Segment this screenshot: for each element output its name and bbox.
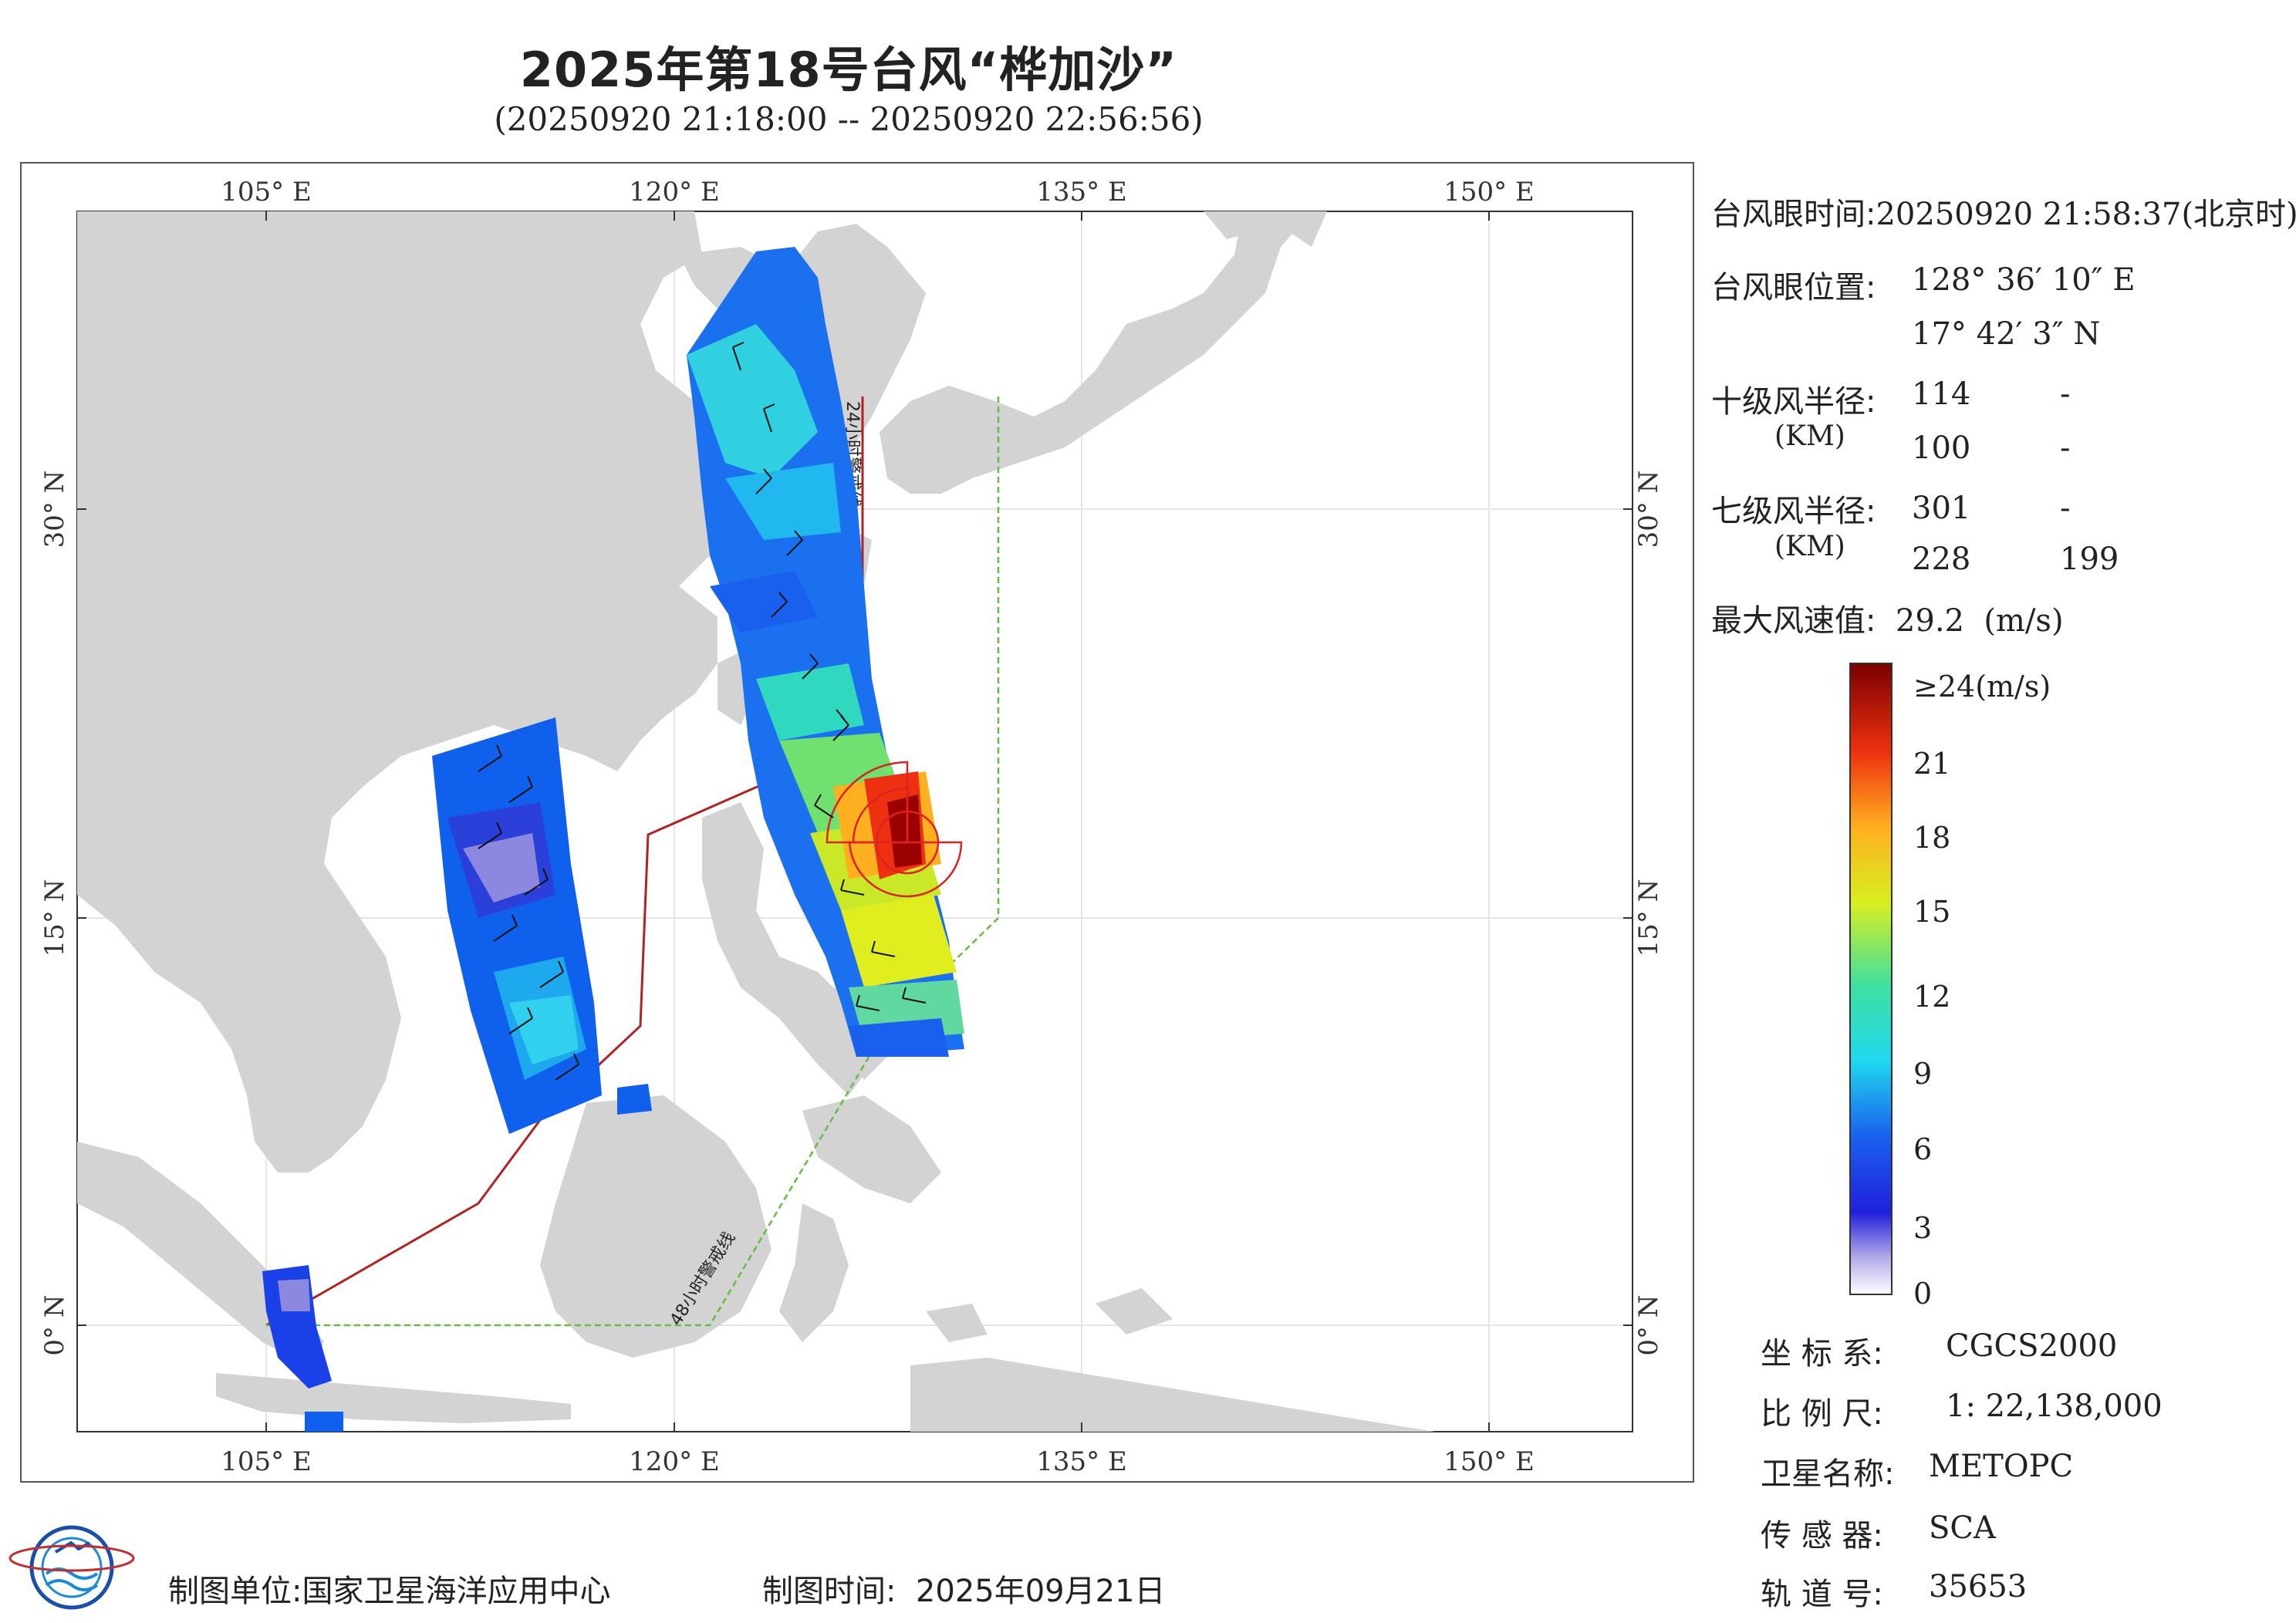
r7-unit: (KM) [1774,531,1845,562]
sensor-label: 传 感 器: [1761,1518,1883,1554]
lon-label-bottom-135: 135° E [1036,1446,1127,1477]
wind-radius-arcs [826,761,963,898]
scale-value: 1: 22,138,000 [1946,1388,2163,1424]
colorbar-label-6: 6 [1913,1132,1933,1166]
r7-row2-b: 199 [2060,542,2119,577]
r7-row1-b: - [2060,491,2071,526]
colorbar [1849,663,1893,1295]
axis-ticks [77,211,1633,1432]
colorbar-label-15: 15 [1913,895,1951,929]
lat-label-right-30: 30° N [1633,471,1664,548]
lon-label-top-120: 120° E [629,177,720,208]
wind-barbs [478,342,927,1081]
colorbar-label-12: 12 [1913,980,1951,1014]
lon-label-top-135: 135° E [1036,177,1127,208]
satellite-value: METOPC [1929,1449,2074,1484]
eye-lat-value: 17° 42′ 3″ N [1912,316,2101,352]
lat-label-left-30: 30° N [39,471,70,548]
satellite-label: 卫星名称: [1761,1456,1895,1492]
lon-label-top-150: 150° E [1443,177,1535,208]
map-frame [20,162,1694,1483]
r10-unit: (KM) [1774,420,1845,452]
map-subtitle: (20250920 21:18:00 -- 20250920 22:56:56) [494,100,1204,138]
r10-row2-b: - [2060,430,2071,466]
eye-time-label: 台风眼时间: [1711,197,1876,232]
date-row: 制图时间: 2025年09月21日 [762,1566,1166,1611]
producer-label: 制图单位: [168,1574,302,1609]
r7-label: 七级风半径: [1711,494,1876,529]
eye-time-row: 台风眼时间:20250920 21:58:37(北京时) [1711,189,2296,234]
lon-label-bottom-120: 120° E [629,1446,720,1477]
r10-row1-a: 114 [1912,376,1971,412]
colorbar-label-24: ≥24(m/s) [1913,670,2051,704]
producer-value: 国家卫星海洋应用中心 [302,1574,611,1609]
max-wind-label: 最大风速值: [1711,603,1876,639]
r7-row1-a: 301 [1912,491,1971,526]
map-title: 2025年第18号台风“桦加沙” [519,42,1178,98]
orbit-label: 轨 道 号: [1761,1577,1883,1612]
lon-label-bottom-150: 150° E [1443,1446,1535,1477]
colorbar-label-21: 21 [1913,747,1951,781]
crs-value: CGCS2000 [1946,1328,2118,1364]
date-value: 2025年09月21日 [915,1574,1166,1609]
eye-pos-label: 台风眼位置: [1711,270,1876,305]
max-wind-value: 29.2 (m/s) [1895,603,2064,639]
colorbar-label-3: 3 [1913,1211,1933,1245]
lat-label-right-0: 0° N [1633,1294,1664,1355]
sensor-value: SCA [1929,1510,1996,1546]
lat-label-right-15: 15° N [1633,879,1664,957]
wind-swath-south [262,1265,343,1432]
producer-row: 制图单位:国家卫星海洋应用中心 [168,1566,610,1611]
colorbar-label-0: 0 [1913,1277,1933,1311]
lon-label-top-105: 105° E [221,177,312,208]
orbit-value: 35653 [1929,1569,2028,1604]
r10-row2-a: 100 [1912,430,1971,466]
agency-logo [8,1525,135,1610]
lat-label-left-15: 15° N [39,879,70,957]
lon-label-bottom-105: 105° E [221,1446,312,1477]
r10-row1-b: - [2060,376,2071,412]
wind-swath-east [687,247,964,1057]
crs-label: 坐 标 系: [1761,1336,1883,1372]
r7-row2-a: 228 [1912,542,1971,577]
eye-time-value: 20250920 21:58:37(北京时) [1876,197,2296,232]
colorbar-label-18: 18 [1913,821,1951,855]
eye-lon-value: 128° 36′ 10″ E [1912,262,2136,298]
max-wind-row: 最大风速值: 29.2 (m/s) [1711,596,2064,640]
r10-label: 十级风半径: [1711,384,1876,420]
colorbar-label-9: 9 [1913,1057,1933,1091]
date-label: 制图时间: [762,1574,896,1609]
scale-label: 比 例 尺: [1761,1396,1883,1432]
lat-label-left-0: 0° N [39,1294,70,1355]
